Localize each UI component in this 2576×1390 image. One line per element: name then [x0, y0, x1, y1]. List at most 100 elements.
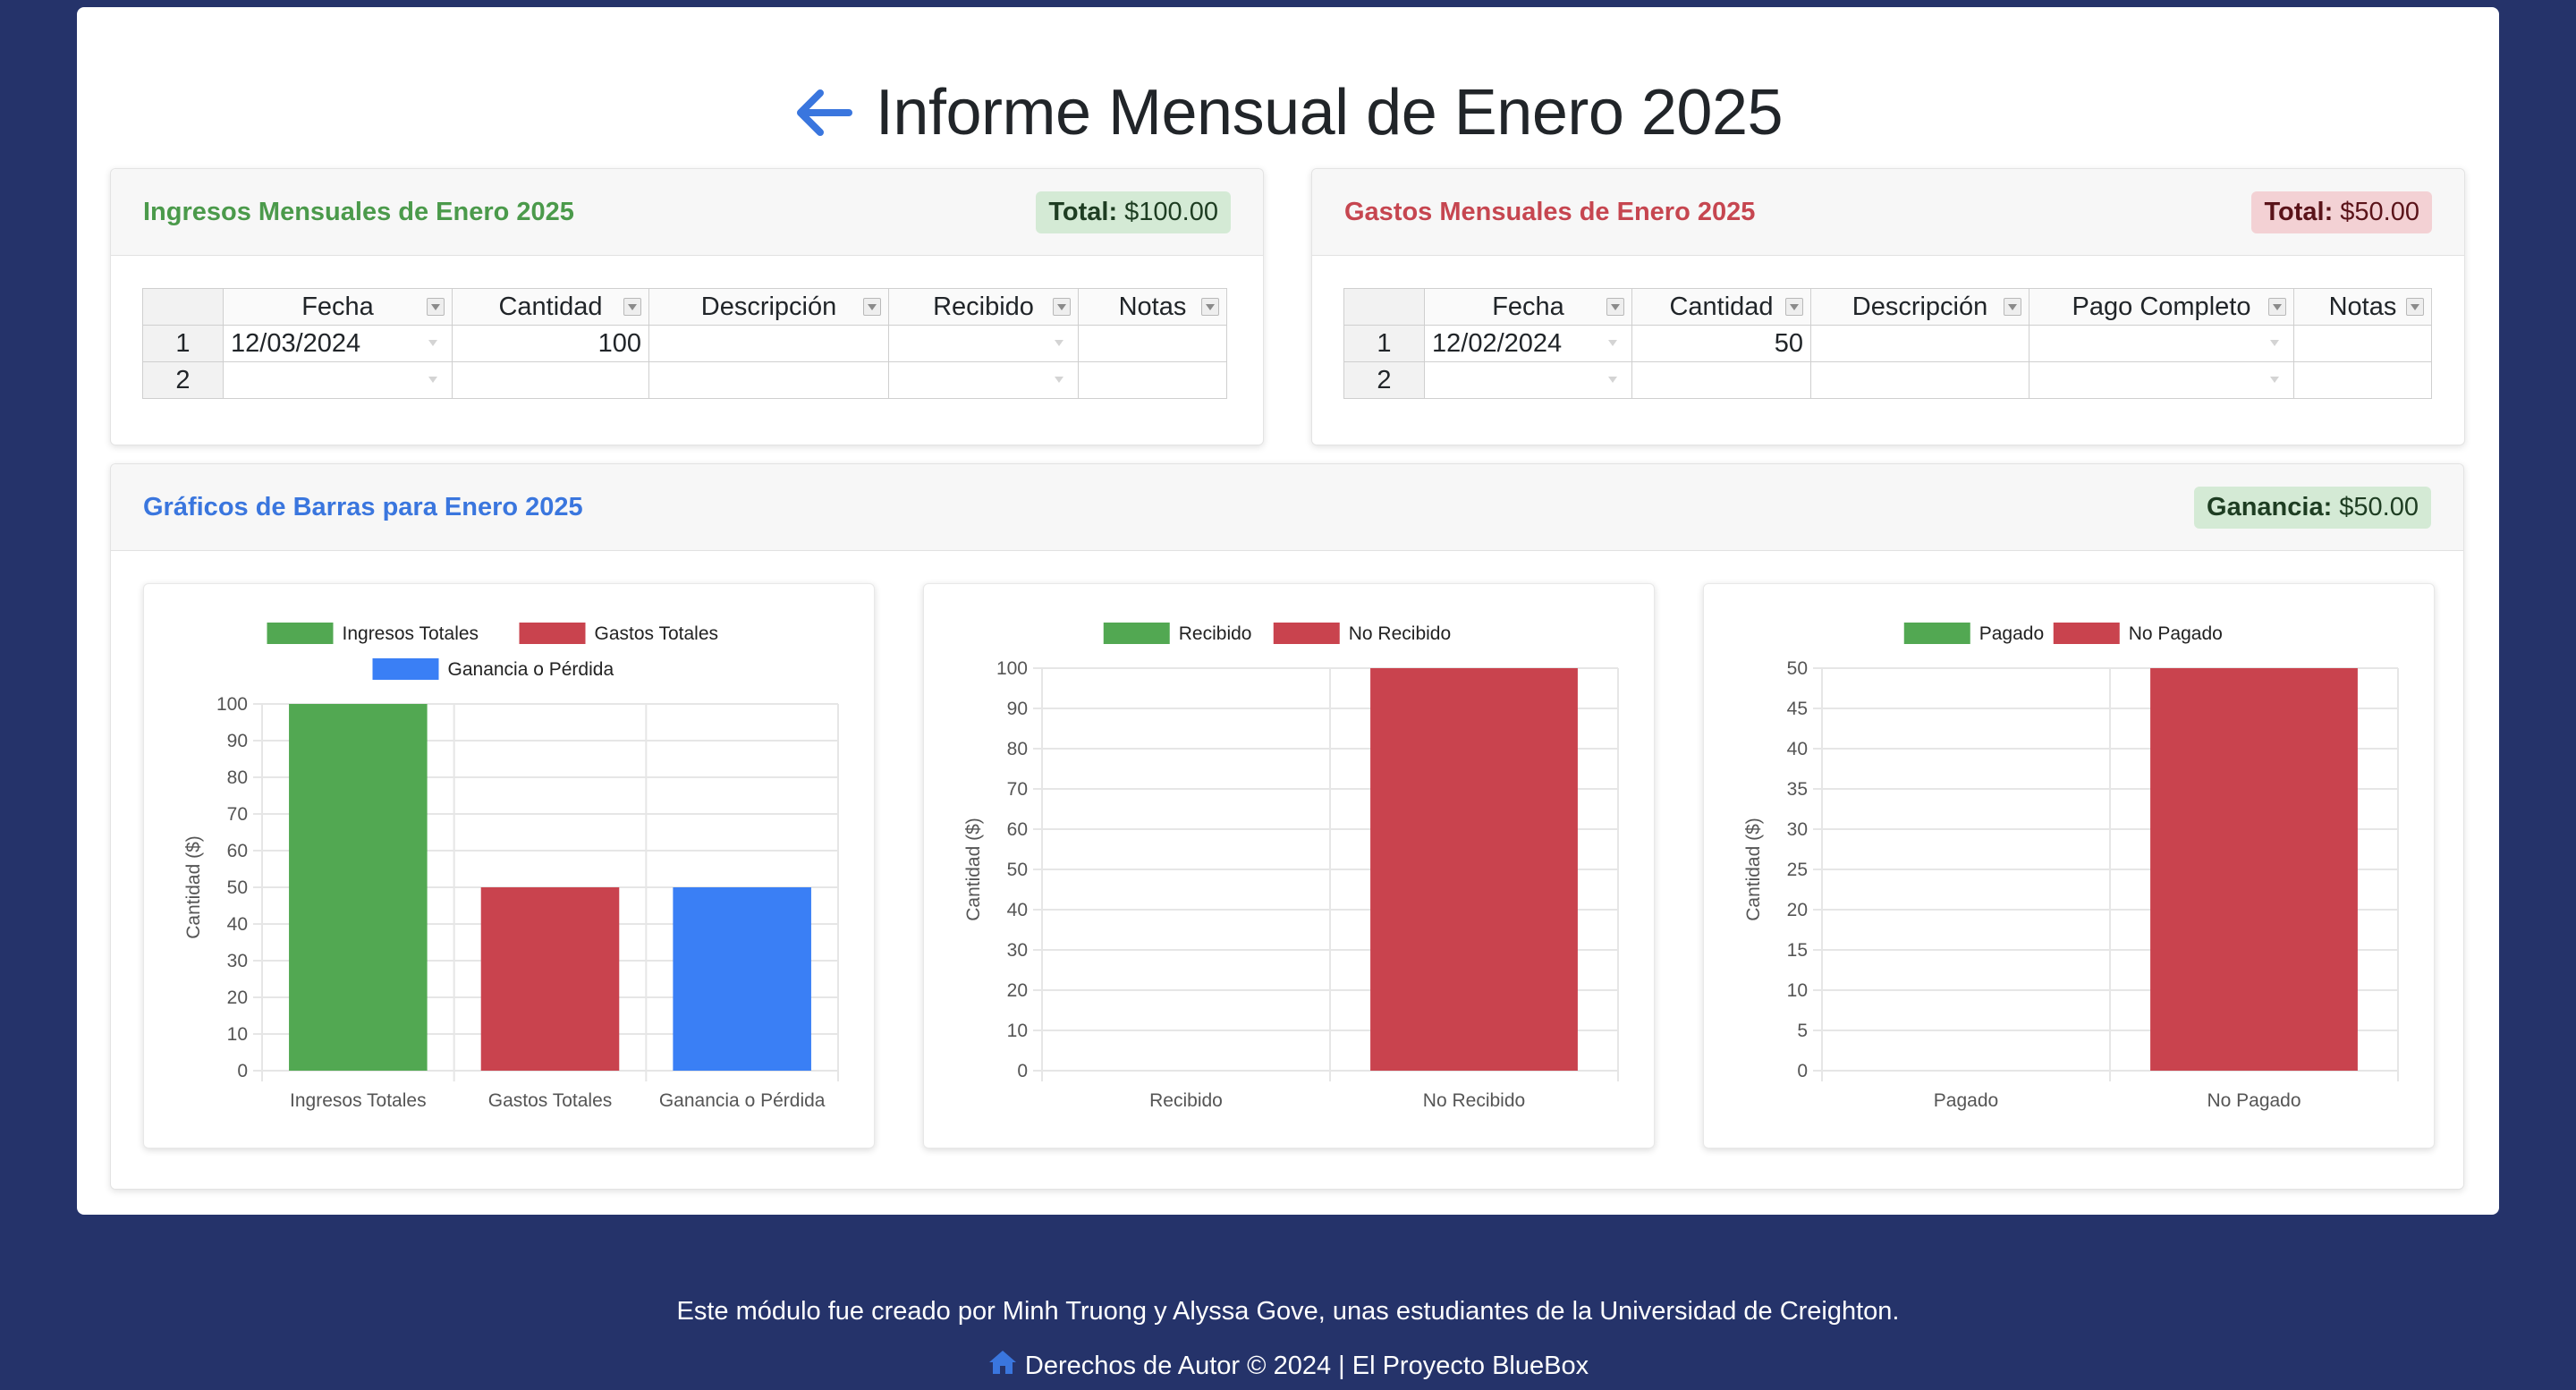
amount-cell[interactable]: 50 [1631, 325, 1811, 362]
legend-label: Ganancia o Pérdida [448, 659, 614, 680]
y-tick-label: 20 [227, 987, 248, 1008]
expenses-total-badge: Total: $50.00 [2251, 191, 2432, 233]
filter-icon[interactable] [863, 298, 881, 316]
column-header-label: Pago Completo [2072, 292, 2251, 321]
description-cell[interactable] [1810, 325, 2029, 362]
bar [480, 887, 620, 1071]
y-tick-label: 80 [1007, 739, 1028, 759]
column-header[interactable]: Notas [2293, 288, 2432, 326]
y-tick-label: 0 [1797, 1061, 1808, 1081]
row-number: 1 [1343, 325, 1425, 362]
column-header-label: Fecha [1492, 292, 1564, 321]
income-title: Ingresos Mensuales de Enero 2025 [143, 197, 574, 226]
x-tick-label: Ingresos Totales [290, 1090, 427, 1111]
bar [2150, 668, 2358, 1071]
column-header-label: Cantidad [498, 292, 603, 321]
charts-panel-header: Gráficos de Barras para Enero 2025 Ganan… [111, 464, 2463, 551]
description-cell[interactable] [648, 361, 889, 399]
column-header[interactable]: Fecha [223, 288, 453, 326]
profit-badge: Ganancia: $50.00 [2194, 486, 2431, 529]
y-tick-label: 5 [1797, 1021, 1808, 1041]
column-header-label: Recibido [933, 292, 1034, 321]
column-header[interactable]: Cantidad [1631, 288, 1811, 326]
x-tick-label: Gastos Totales [488, 1090, 613, 1111]
description-cell[interactable] [648, 325, 889, 362]
filter-icon[interactable] [427, 298, 445, 316]
column-header-label: Notas [2328, 292, 2397, 321]
y-tick-label: 10 [1787, 980, 1808, 1001]
back-arrow-icon[interactable] [793, 88, 854, 138]
y-tick-label: 50 [227, 877, 248, 898]
y-tick-label: 50 [1787, 658, 1808, 679]
received-cell[interactable] [888, 361, 1079, 399]
filter-icon[interactable] [1201, 298, 1219, 316]
legend-label: No Pagado [2129, 623, 2223, 644]
column-header[interactable]: Fecha [1424, 288, 1632, 326]
row-number: 2 [1343, 361, 1425, 399]
date-cell[interactable] [1424, 361, 1632, 399]
bar [289, 704, 428, 1071]
received-bar-chart: Recibido No Recibido 0 10 20 30 40 50 60 70 80 90 10… [963, 623, 1619, 1111]
column-header[interactable]: Pago Completo [2029, 288, 2294, 326]
filter-icon[interactable] [2268, 298, 2286, 316]
column-header[interactable]: Recibido [888, 288, 1079, 326]
notes-cell[interactable] [2293, 361, 2432, 399]
column-header[interactable]: Notas [1078, 288, 1227, 326]
amount-cell[interactable]: 100 [452, 325, 649, 362]
corner-cell [1343, 288, 1425, 326]
description-cell[interactable] [1810, 361, 2029, 399]
date-cell[interactable]: 12/02/2024 [1424, 325, 1632, 362]
amount-cell[interactable] [452, 361, 649, 399]
expenses-table: Fecha Cantidad Descripción Pago Completo… [1343, 288, 2432, 399]
filter-icon[interactable] [1053, 298, 1071, 316]
copyright-text: Derechos de Autor © 2024 | El Proyecto B… [1024, 1351, 1589, 1380]
y-tick-label: 80 [227, 767, 248, 788]
column-header[interactable]: Descripción [1810, 288, 2029, 326]
notes-cell[interactable] [2293, 325, 2432, 362]
filter-icon[interactable] [1785, 298, 1803, 316]
column-header[interactable]: Descripción [648, 288, 889, 326]
filter-icon[interactable] [2406, 298, 2424, 316]
y-tick-label: 60 [1007, 819, 1028, 840]
table-row: 1 12/03/2024 100 [142, 325, 1227, 362]
y-tick-label: 10 [227, 1024, 248, 1045]
y-tick-label: 30 [1787, 819, 1808, 840]
home-icon[interactable] [987, 1349, 1018, 1383]
row-number: 2 [142, 361, 224, 399]
y-tick-label: 40 [1787, 739, 1808, 759]
filter-icon[interactable] [1606, 298, 1624, 316]
legend-label: Ingresos Totales [343, 623, 479, 644]
received-cell[interactable] [888, 325, 1079, 362]
y-tick-label: 40 [1007, 900, 1028, 920]
y-tick-label: 90 [227, 731, 248, 751]
totals-chart-card: Ingresos Totales Gastos Totales Ganancia o… [143, 583, 875, 1148]
legend-label: Pagado [1979, 623, 2044, 644]
received-chart-card: Recibido No Recibido 0 10 20 30 40 50 60 70 80 90 10… [923, 583, 1655, 1148]
column-header[interactable]: Cantidad [452, 288, 649, 326]
legend-swatch [372, 658, 439, 680]
expenses-header-row: Fecha Cantidad Descripción Pago Completo… [1343, 288, 2432, 326]
paid-cell[interactable] [2029, 325, 2294, 362]
legend-swatch [267, 623, 334, 644]
date-cell[interactable] [223, 361, 453, 399]
amount-cell[interactable] [1631, 361, 1811, 399]
legend-swatch [1103, 623, 1170, 644]
paid-cell[interactable] [2029, 361, 2294, 399]
date-cell[interactable]: 12/03/2024 [223, 325, 453, 362]
bar [673, 887, 811, 1071]
y-tick-label: 40 [227, 914, 248, 935]
y-tick-label: 15 [1787, 940, 1808, 961]
expenses-total-label: Total: [2264, 197, 2334, 226]
notes-cell[interactable] [1078, 325, 1227, 362]
row-number: 1 [142, 325, 224, 362]
legend-swatch [519, 623, 586, 644]
y-tick-label: 0 [1017, 1061, 1028, 1081]
income-table: Fecha Cantidad Descripción Recibido Nota… [142, 288, 1227, 399]
profit-value: $50.00 [2339, 492, 2419, 521]
notes-cell[interactable] [1078, 361, 1227, 399]
income-total-badge: Total: $100.00 [1036, 191, 1231, 233]
filter-icon[interactable] [623, 298, 641, 316]
y-tick-label: 20 [1007, 980, 1028, 1001]
filter-icon[interactable] [2004, 298, 2021, 316]
corner-cell [142, 288, 224, 326]
